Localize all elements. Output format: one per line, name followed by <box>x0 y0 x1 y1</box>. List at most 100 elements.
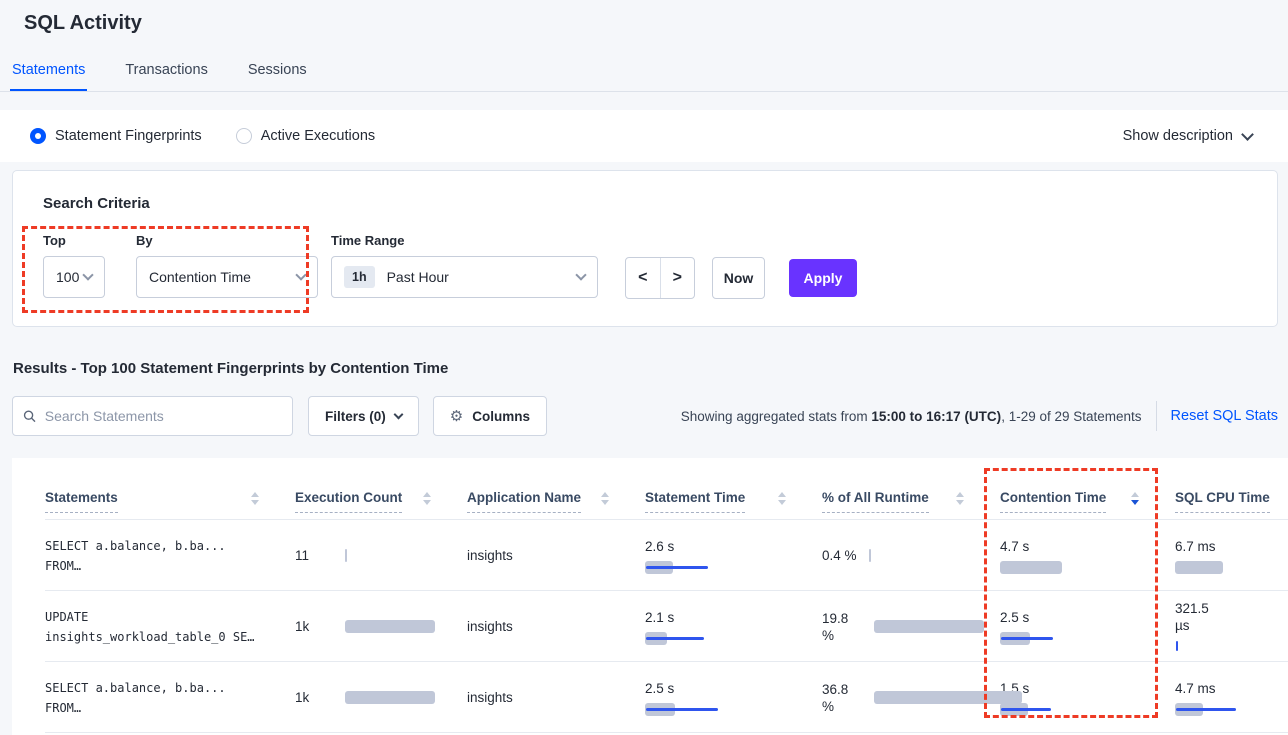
by-select[interactable]: Contention Time <box>136 256 318 298</box>
column-header-application-name[interactable]: Application Name <box>467 458 645 520</box>
cell-statement[interactable]: SELECT a.balance, b.ba... FROM… <box>12 520 295 591</box>
application-name-value: insights <box>467 619 513 634</box>
radio-statement-fingerprints[interactable]: Statement Fingerprints <box>30 128 202 144</box>
filters-button[interactable]: Filters (0) <box>308 396 419 436</box>
cell-statement-time: 2.1 s <box>645 591 822 662</box>
metric-bar <box>645 560 765 574</box>
column-header-sql-cpu-time[interactable]: SQL CPU Time <box>1175 458 1288 520</box>
bar-line <box>646 707 718 711</box>
column-header-label: SQL CPU Time <box>1175 490 1270 513</box>
time-step-group: < > <box>625 257 695 299</box>
cell-statement[interactable]: UPDATE insights_workload_table_0 SE… <box>12 591 295 662</box>
column-header-contention-time[interactable]: Contention Time <box>1000 458 1175 520</box>
radio-label: Statement Fingerprints <box>55 128 202 144</box>
statement-text-line2: insights_workload_table_0 SE… <box>45 629 255 644</box>
column-header-label: Contention Time <box>1000 490 1107 513</box>
time-range-field: Time Range 1h Past Hour <box>331 233 598 298</box>
metric-value: 2.5 s <box>645 680 675 696</box>
sort-icon[interactable] <box>251 492 259 505</box>
metric-value: 4.7 ms <box>1175 680 1216 696</box>
column-header-label: % of All Runtime <box>822 490 929 513</box>
time-range-select[interactable]: 1h Past Hour <box>331 256 598 298</box>
metric-value: 321.5 µs <box>1175 601 1209 633</box>
search-statements-box <box>12 396 293 436</box>
sort-icon[interactable] <box>956 492 964 505</box>
metric-value: 2.5 s <box>1000 609 1030 625</box>
bar-line <box>1176 641 1178 651</box>
cell-execution-count: 1k <box>295 662 467 733</box>
now-button[interactable]: Now <box>712 257 765 299</box>
sort-icon[interactable] <box>1131 492 1139 505</box>
tab-transactions[interactable]: Transactions <box>125 62 208 78</box>
reset-sql-stats-link[interactable]: Reset SQL Stats <box>1170 408 1278 424</box>
view-toggle-bar: Statement Fingerprints Active Executions… <box>0 110 1288 162</box>
sort-icon[interactable] <box>423 492 431 505</box>
bar-gray <box>1175 560 1223 574</box>
statement-text-line1: SELECT a.balance, b.ba... <box>45 680 226 695</box>
statement-text-line2: FROM… <box>45 558 82 573</box>
metric-bar <box>868 549 970 562</box>
column-header-label: Execution Count <box>295 490 403 513</box>
search-statements-input[interactable] <box>44 408 282 424</box>
cell-execution-count: 11 <box>295 520 467 591</box>
chevron-down-icon <box>1241 127 1254 141</box>
metric-value: 36.8 % <box>822 681 849 714</box>
prev-time-button[interactable]: < <box>626 258 661 298</box>
table-row[interactable]: SELECT a.balance, b.ba... FROM… 11 insights… <box>12 520 1288 591</box>
bar-gray <box>345 691 435 704</box>
application-name-value: insights <box>467 690 513 705</box>
metric-value: 1k <box>295 619 310 634</box>
metric-bar <box>345 549 437 562</box>
metric-value: 1k <box>295 690 310 705</box>
column-header-statement-time[interactable]: Statement Time <box>645 458 822 520</box>
table-row[interactable]: UPDATE insights_workload_table_0 SE… 1k ins… <box>12 591 1288 662</box>
columns-label: Columns <box>472 408 530 424</box>
aggregated-stats-text: Showing aggregated stats from 15:00 to 1… <box>680 408 1142 424</box>
cell-sql-cpu-time: 321.5 µs <box>1175 591 1288 662</box>
metric-bar <box>1000 560 1120 574</box>
chevron-down-icon <box>575 269 587 281</box>
tab-statements[interactable]: Statements <box>10 56 88 91</box>
metric-value: 11 <box>295 548 310 563</box>
columns-button[interactable]: ⚙ Columns <box>432 396 547 436</box>
metric-bar <box>1175 640 1288 653</box>
cell-statement-time: 2.5 s <box>645 662 822 733</box>
cell-pct-runtime: 0.4 % <box>822 520 1000 591</box>
column-header--of-all-runtime[interactable]: % of All Runtime <box>822 458 1000 520</box>
apply-button[interactable]: Apply <box>789 259 857 297</box>
cell-execution-count: 1k <box>295 591 467 662</box>
search-icon <box>23 409 36 422</box>
cell-statement[interactable]: SELECT a.balance, b.ba... FROM… <box>12 662 295 733</box>
metric-value: 19.8 % <box>822 610 849 643</box>
radio-selected-icon <box>30 128 46 144</box>
results-title: Results - Top 100 Statement Fingerprints… <box>13 360 449 377</box>
metric-bar <box>645 631 765 645</box>
bar-gray <box>868 549 871 562</box>
column-header-label: Statement Time <box>645 490 746 513</box>
sort-icon[interactable] <box>601 492 609 505</box>
bar-gray <box>874 620 984 633</box>
sort-icon[interactable] <box>778 492 786 505</box>
metric-bar <box>1000 702 1120 716</box>
tab-sessions[interactable]: Sessions <box>247 62 307 78</box>
table-row[interactable]: SELECT a.balance, b.ba... FROM… 1k insights… <box>12 662 1288 733</box>
statements-table: Statements Execution Count Application Nam… <box>12 458 1288 735</box>
bar-line <box>646 636 704 640</box>
by-label: By <box>136 233 153 248</box>
metric-value: 2.1 s <box>645 609 675 625</box>
bar-line <box>646 565 708 569</box>
column-header-execution-count[interactable]: Execution Count <box>295 458 467 520</box>
next-time-button[interactable]: > <box>672 269 682 286</box>
table-body: SELECT a.balance, b.ba... FROM… 11 insights… <box>12 520 1288 733</box>
column-header-statements[interactable]: Statements <box>12 458 295 520</box>
divider <box>1155 401 1157 431</box>
radio-active-executions[interactable]: Active Executions <box>235 128 375 144</box>
cell-sql-cpu-time: 6.7 ms <box>1175 520 1288 591</box>
search-criteria-panel: Search Criteria Top 100 By Contention Ti… <box>12 170 1278 327</box>
top-select[interactable]: 100 <box>43 256 105 298</box>
show-description-toggle[interactable]: Show description <box>1123 127 1254 144</box>
by-select-value: Contention Time <box>149 269 251 285</box>
bar-line <box>1001 636 1053 640</box>
cell-application-name: insights <box>467 662 645 733</box>
application-name-value: insights <box>467 548 513 563</box>
